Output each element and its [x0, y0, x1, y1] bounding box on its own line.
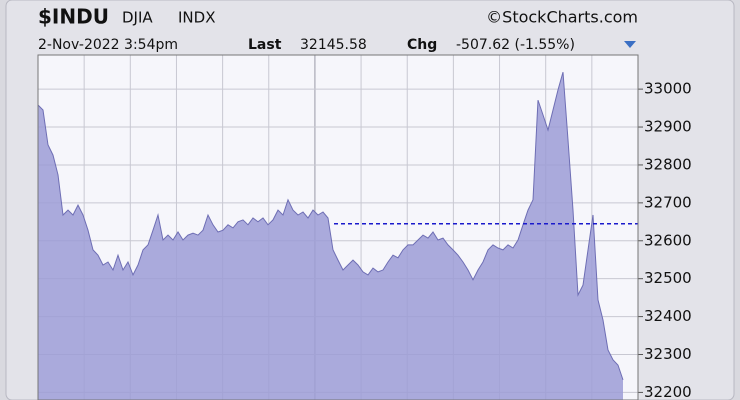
chg-value: -507.62 (-1.55%)	[456, 37, 575, 53]
chg-label: Chg	[407, 37, 437, 53]
y-tick-label: 32200	[644, 383, 692, 400]
last-label: Last	[248, 37, 282, 53]
exchange: INDX	[178, 9, 215, 27]
y-tick-label: 32800	[644, 155, 692, 173]
plot-border	[37, 54, 639, 400]
y-tick-label: 32400	[644, 307, 692, 325]
last-value: 32145.58	[300, 37, 367, 53]
y-tick-label: 32300	[644, 345, 692, 363]
y-tick-label: 32500	[644, 269, 692, 287]
line	[37, 71, 624, 381]
y-tick-label: 32900	[644, 118, 692, 136]
down-arrow	[624, 41, 636, 48]
y-tick-label: 33000	[644, 80, 692, 98]
source: ©StockCharts.com	[486, 8, 638, 27]
symbol: $INDU	[38, 5, 109, 29]
name: DJIA	[122, 9, 153, 27]
date: 2-Nov-2022 3:54pm	[38, 37, 178, 53]
y-tick-label: 32600	[644, 231, 692, 249]
y-tick-label: 32700	[644, 193, 692, 211]
